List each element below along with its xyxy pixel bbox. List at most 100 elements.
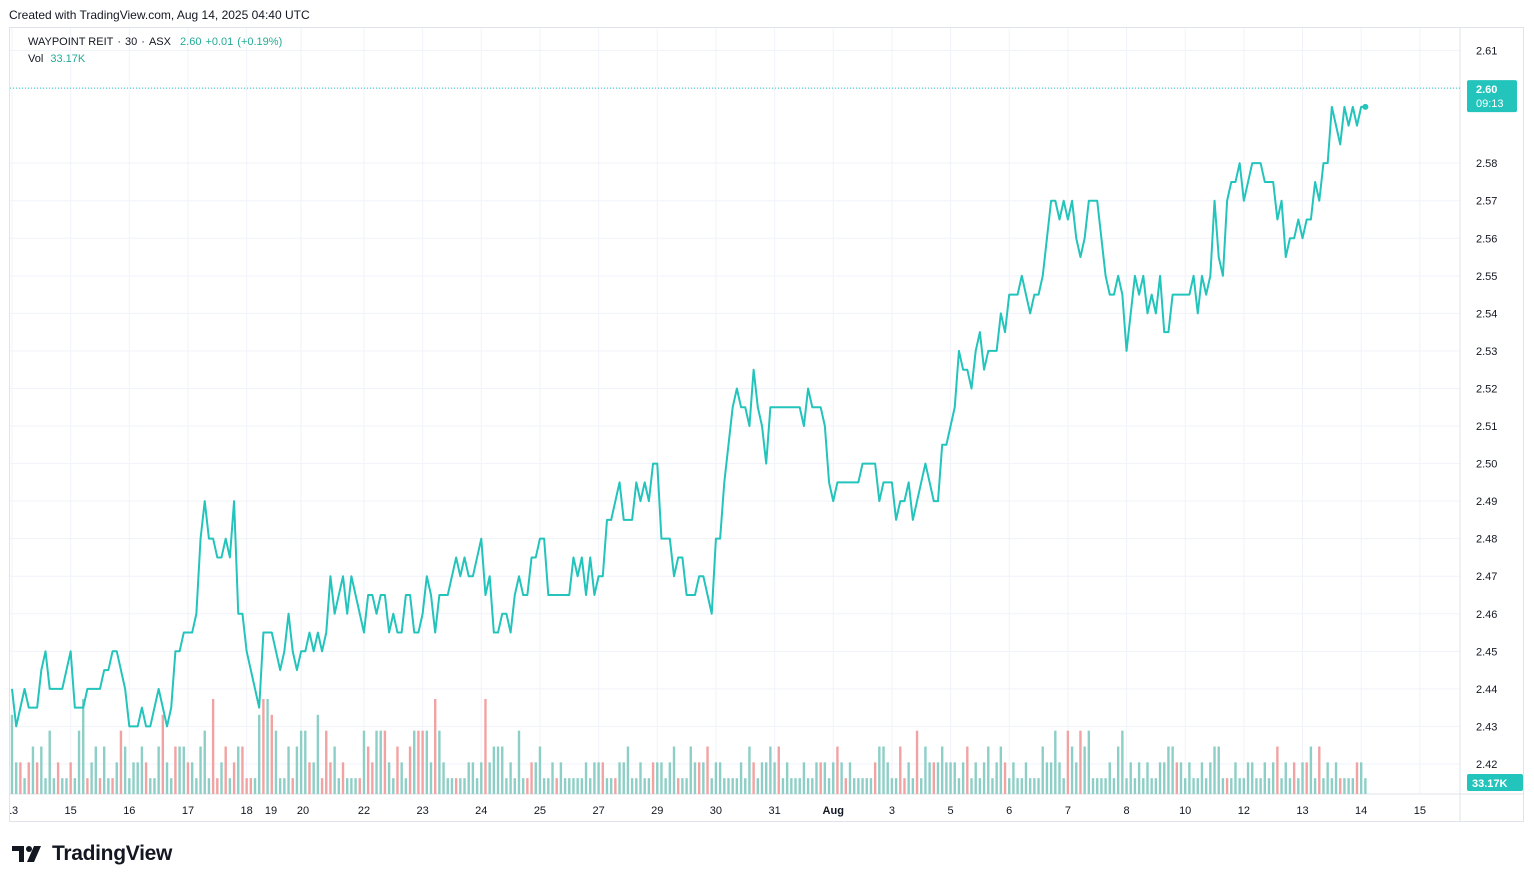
volume-bar (538, 746, 542, 794)
volume-bar (249, 778, 253, 794)
volume-bar (1213, 746, 1216, 794)
volume-bar (840, 762, 843, 794)
volume-legend[interactable]: Vol 33.17K (28, 53, 89, 65)
volume-bar (153, 778, 156, 794)
last-price-dot (1362, 103, 1369, 110)
volume-bar (1020, 778, 1023, 794)
volume-bar (1267, 778, 1271, 794)
volume-label: Vol (28, 53, 44, 65)
volume-bar (1167, 746, 1170, 794)
time-axis-label: 22 (358, 805, 370, 817)
price-axis[interactable]: 2.42 2.43 2.44 2.45 2.46 2.47 2.48 2.49 2.50 2.51… (1476, 46, 1497, 771)
volume-bar (224, 746, 227, 794)
volume-bar (563, 778, 567, 794)
volume-bar (488, 762, 491, 794)
volume-bar (1204, 778, 1208, 794)
volume-bar (568, 778, 571, 794)
volume-bar (756, 778, 760, 794)
volume-bar (237, 746, 240, 794)
volume-bar (366, 746, 370, 794)
volume-bar (413, 730, 416, 794)
volume-bar (1188, 762, 1191, 794)
volume-bar (371, 762, 374, 794)
volume-bar (1003, 762, 1007, 794)
time-axis-label: 31 (768, 805, 780, 817)
volume-bar (819, 762, 822, 794)
volume-bar (635, 778, 638, 794)
volume-bar (1192, 778, 1195, 794)
time-axis[interactable]: 13 15 16 17 18 19 20 22 23 24 25 27 29 30 31 Aug 3 5 6 7 8 10… (10, 805, 1426, 817)
volume-bar (630, 778, 634, 794)
time-axis-label: 5 (947, 805, 953, 817)
price-change-pct: (+0.19%) (237, 36, 283, 48)
volume-bar (672, 746, 676, 794)
volume-bar (383, 730, 387, 794)
time-axis-label: 27 (592, 805, 604, 817)
volume-bar (949, 762, 952, 794)
volume-bar (609, 778, 613, 794)
volume-bar (1284, 762, 1287, 794)
volume-bar (714, 762, 718, 794)
price-axis-label: 2.48 (1476, 534, 1497, 546)
volume-bar (291, 778, 294, 794)
volume-bar (873, 762, 877, 794)
volume-bar (211, 699, 215, 794)
tradingview-logo-icon (12, 846, 41, 862)
volume-bar (987, 746, 990, 794)
volume-bar (689, 746, 692, 794)
volume-bar (1008, 778, 1011, 794)
grid-lines (10, 28, 1523, 821)
volume-bar (1121, 730, 1124, 794)
price-axis-label: 2.54 (1476, 308, 1497, 320)
volume-bar (513, 778, 516, 794)
symbol-name[interactable]: WAYPOINT REIT (28, 36, 114, 48)
separator: · (117, 36, 122, 48)
volume-bar (697, 762, 701, 794)
volume-badge-value: 33.17K (1472, 778, 1508, 790)
volume-bar (299, 730, 303, 794)
tradingview-logo[interactable]: TradingView (12, 842, 172, 866)
volume-badge-bg (1467, 774, 1523, 791)
interval: 30 (125, 36, 138, 48)
volume-bar (505, 778, 508, 794)
volume-bar (1171, 746, 1174, 794)
volume-bar (681, 778, 684, 794)
time-axis-label: 19 (265, 805, 277, 817)
volume-bar (1318, 746, 1321, 794)
volume-bar (86, 778, 89, 794)
volume-bar (1116, 746, 1120, 794)
volume-bar (73, 778, 77, 794)
volume-bar (1104, 778, 1107, 794)
volume-bar (530, 762, 533, 794)
volume-bar (404, 778, 408, 794)
volume-bar (316, 714, 320, 794)
volume-bars (10, 699, 1367, 794)
volume-bar (924, 746, 927, 794)
volume-bar (1364, 778, 1367, 794)
volume-bar (1129, 762, 1132, 794)
volume-bar (815, 762, 818, 794)
volume-bar (1359, 762, 1363, 794)
chart-frame[interactable]: 2.42 2.43 2.44 2.45 2.46 2.47 2.48 2.49 2.50 2.51… (9, 27, 1524, 822)
volume-bar (1150, 778, 1153, 794)
volume-bar (27, 762, 30, 794)
volume-bar (425, 730, 429, 794)
price-chart[interactable]: 2.42 2.43 2.44 2.45 2.46 2.47 2.48 2.49 2.50 2.51… (10, 28, 1523, 821)
volume-bar (664, 778, 667, 794)
volume-bar (90, 762, 93, 794)
symbol-legend[interactable]: WAYPOINT REIT · 30 · ASX 2.60 +0.01 (+0.19%) (28, 36, 286, 48)
volume-bar (320, 778, 324, 794)
price-change: +0.01 (205, 36, 234, 48)
volume-bar (492, 746, 496, 794)
volume-bar (974, 762, 977, 794)
volume-bar (1146, 762, 1149, 794)
time-axis-label: 13 (10, 805, 18, 817)
volume-bar (140, 746, 144, 794)
volume-bar (785, 762, 789, 794)
time-axis-label: 10 (1179, 805, 1191, 817)
volume-bar (1355, 762, 1359, 794)
volume-bar (501, 746, 504, 794)
volume-bar (94, 746, 97, 794)
volume-bar (329, 762, 332, 794)
volume-bar (186, 762, 190, 794)
